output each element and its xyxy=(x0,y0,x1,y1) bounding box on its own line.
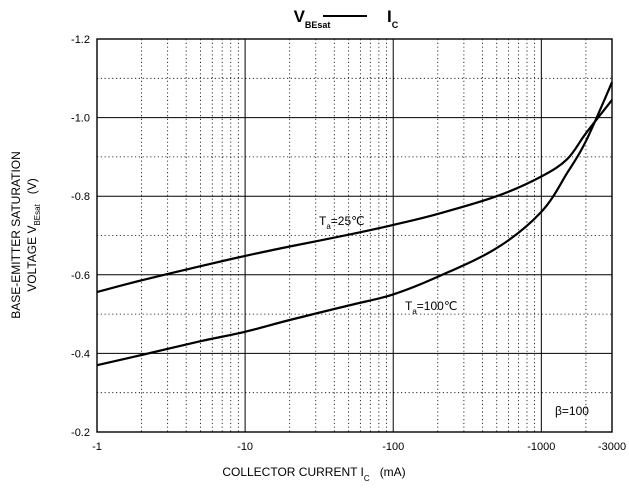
y-tick-label: -1.2 xyxy=(71,34,90,46)
x-tick-label: -3000 xyxy=(598,441,626,453)
y-tick-label: -0.6 xyxy=(71,270,90,282)
x-axis-label: COLLECTOR CURRENT IC (mA) xyxy=(222,465,405,483)
y-axis-label-line2: VOLTAGE VBEsat(V) xyxy=(25,178,42,292)
y-axis-label-line1: BASE-EMITTER SATURATION xyxy=(9,151,23,319)
y-tick-label: -0.8 xyxy=(71,191,90,203)
y-axis-label: BASE-EMITTER SATURATION VOLTAGE VBEsat(V… xyxy=(9,151,42,319)
chart-title: VBEsat xyxy=(294,7,331,30)
y-tick-label: -0.2 xyxy=(71,427,90,439)
y-tick-label: -1.0 xyxy=(71,113,90,125)
series-label-25c: Ta=25℃ xyxy=(319,214,365,231)
x-tick-label: -1000 xyxy=(527,441,555,453)
x-tick-label: -1 xyxy=(92,441,102,453)
x-tick-labels: -1 -10 -100 -1000 -3000 xyxy=(92,441,626,453)
series-label-100c: Ta=100℃ xyxy=(405,299,457,316)
series-line-25c xyxy=(96,99,613,294)
minor-gridlines-x xyxy=(141,39,587,432)
y-tick-labels: -0.2 -0.4 -0.6 -0.8 -1.0 -1.2 xyxy=(71,34,90,439)
series-line-100c xyxy=(96,81,614,367)
chart-title-right: IC xyxy=(387,7,399,30)
beta-annotation: β=100 xyxy=(555,404,589,418)
major-gridlines xyxy=(97,39,612,432)
x-tick-label: -10 xyxy=(237,441,253,453)
minor-gridlines-y xyxy=(97,77,612,394)
series-lines xyxy=(96,81,614,367)
plot-frame xyxy=(96,38,613,433)
y-tick-label: -0.4 xyxy=(71,348,90,360)
x-tick-label: -100 xyxy=(382,441,404,453)
